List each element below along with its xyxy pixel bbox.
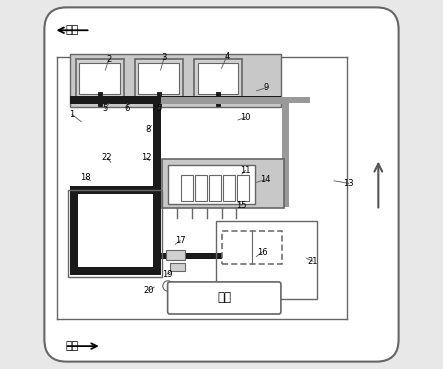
Bar (280, 97, 310, 103)
Bar (44, 319, 399, 358)
Bar (216, 221, 318, 299)
Text: 12: 12 (140, 154, 151, 162)
Text: 8: 8 (145, 125, 150, 134)
Bar (44, 0, 399, 57)
Bar (57, 57, 347, 319)
Text: 15: 15 (237, 201, 247, 210)
Bar (79, 63, 120, 94)
Text: 18: 18 (80, 173, 91, 182)
Text: 5: 5 (156, 104, 161, 113)
Text: 22: 22 (102, 154, 113, 162)
Bar (153, 104, 161, 207)
Text: 进口: 进口 (66, 341, 79, 351)
FancyBboxPatch shape (167, 282, 281, 314)
Bar (163, 159, 284, 208)
Bar (209, 175, 221, 201)
Text: 11: 11 (240, 166, 251, 175)
Bar (153, 201, 161, 268)
Text: 16: 16 (257, 248, 268, 256)
Bar (282, 97, 289, 207)
Text: 2: 2 (106, 55, 112, 63)
Text: 出口: 出口 (66, 25, 79, 35)
Text: 6: 6 (125, 104, 130, 113)
Bar (166, 250, 185, 260)
FancyBboxPatch shape (44, 7, 399, 362)
Text: 3: 3 (162, 53, 167, 62)
Text: 14: 14 (260, 175, 270, 184)
Bar (70, 186, 161, 194)
Text: 客车: 客车 (217, 292, 231, 304)
Text: 9: 9 (263, 83, 268, 92)
Bar (70, 267, 161, 275)
Bar (198, 63, 238, 94)
Bar (347, 7, 399, 362)
Text: 10: 10 (240, 113, 251, 122)
Bar (168, 165, 255, 204)
Text: 19: 19 (162, 270, 172, 279)
Bar (170, 263, 185, 271)
Bar (70, 96, 280, 104)
Bar (237, 175, 249, 201)
Bar (135, 59, 183, 98)
Bar (139, 63, 179, 94)
Bar (68, 190, 163, 277)
Bar (181, 175, 193, 201)
Bar (195, 175, 207, 201)
Bar (161, 97, 282, 104)
Bar (70, 194, 78, 275)
Text: 1: 1 (70, 110, 75, 119)
Text: 21: 21 (308, 257, 318, 266)
Text: 20: 20 (144, 286, 154, 295)
Text: 13: 13 (343, 179, 354, 188)
Text: 4: 4 (225, 52, 229, 61)
Bar (161, 253, 233, 259)
Text: 17: 17 (175, 236, 186, 245)
Bar (222, 231, 282, 264)
Text: 5: 5 (103, 104, 108, 113)
Bar (194, 59, 242, 98)
Bar (223, 175, 235, 201)
Bar (76, 59, 124, 98)
Bar (70, 54, 280, 107)
